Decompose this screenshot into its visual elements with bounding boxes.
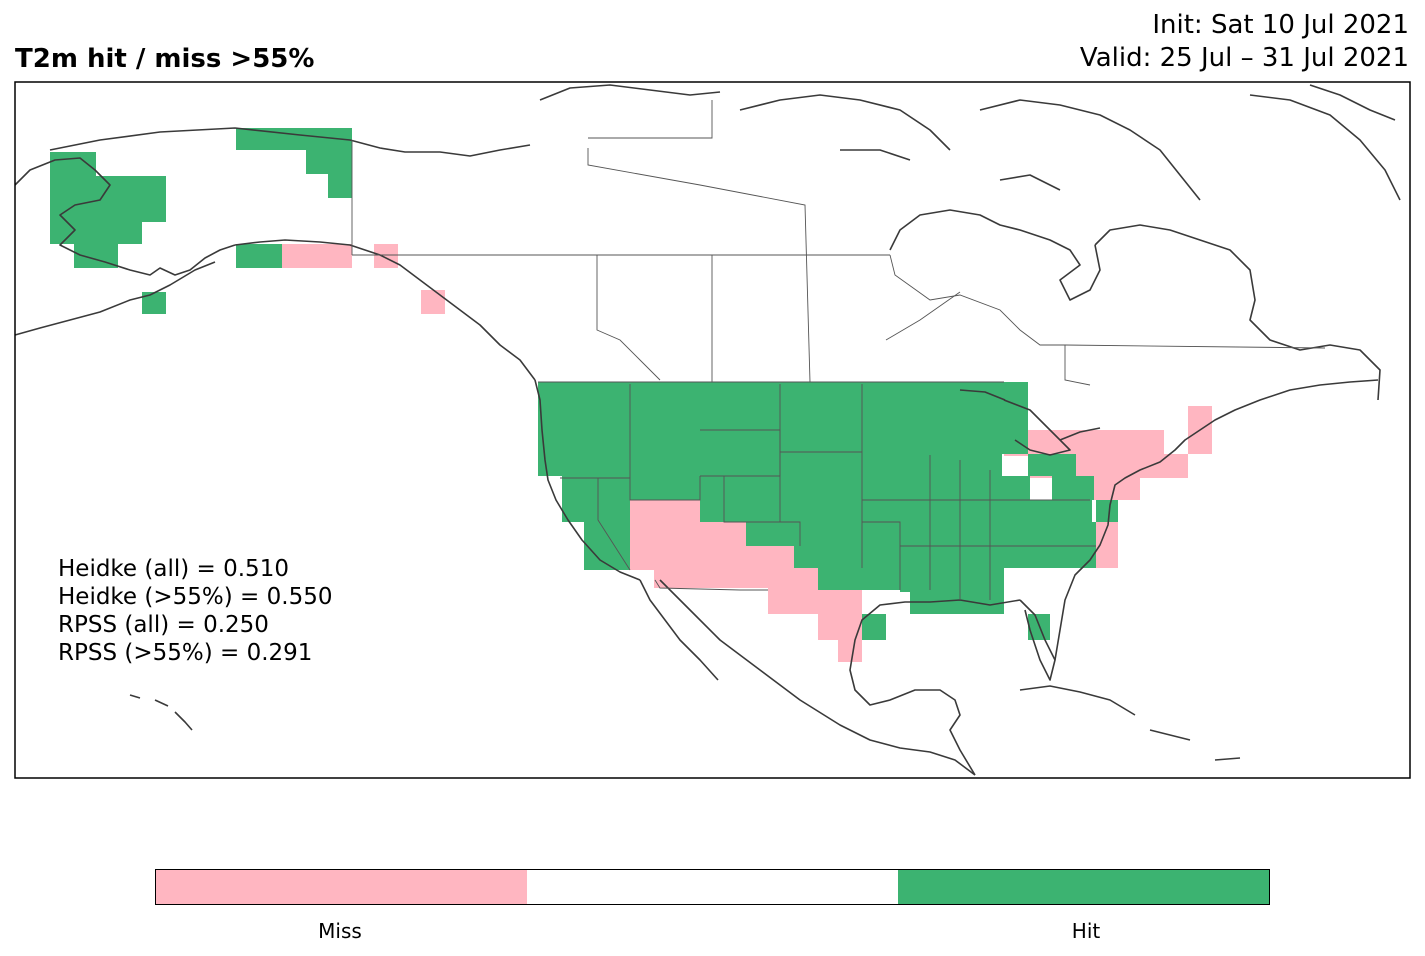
colorbar-label-hit: Hit <box>1071 919 1101 943</box>
colorbar-hit <box>898 870 1269 904</box>
rpss-all: RPSS (all) = 0.250 <box>58 612 269 638</box>
colorbar-neutral <box>527 870 898 904</box>
forecast-map <box>14 81 1411 779</box>
coastlines <box>14 84 1401 776</box>
init-date: Init: Sat 10 Jul 2021 <box>1152 10 1409 40</box>
map-frame <box>14 81 1411 779</box>
colorbar-label-miss: Miss <box>318 919 362 943</box>
valid-period: Valid: 25 Jul – 31 Jul 2021 <box>1079 43 1409 73</box>
skill-scores: Heidke (all) = 0.510 Heidke (>55%) = 0.5… <box>58 555 332 667</box>
borders <box>351 100 1326 600</box>
map-title: T2m hit / miss >55% <box>15 44 315 74</box>
heidke-all: Heidke (all) = 0.510 <box>58 556 289 582</box>
colorbar <box>155 869 1270 905</box>
colorbar-miss <box>156 870 527 904</box>
heidke-above: Heidke (>55%) = 0.550 <box>58 584 333 610</box>
rpss-above: RPSS (>55%) = 0.291 <box>58 640 313 666</box>
